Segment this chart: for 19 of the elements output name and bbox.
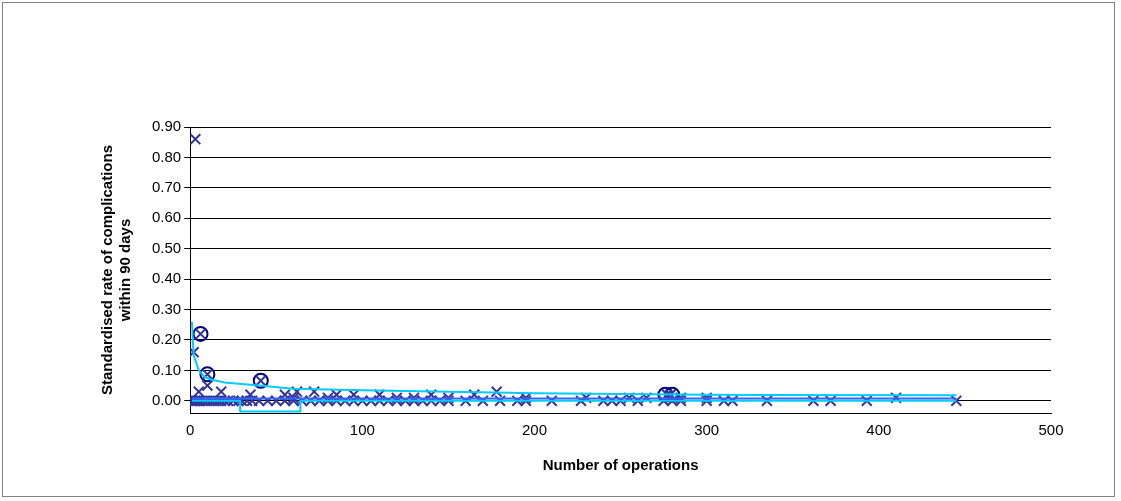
x-tick-label: 500 xyxy=(1038,421,1064,439)
y-tick-label: 0.40 xyxy=(151,269,182,287)
x-tick-label: 0 xyxy=(186,421,195,439)
y-axis-title: Standardised rate of complications within 90 days xyxy=(98,144,134,396)
x-tick-label: 100 xyxy=(349,421,375,439)
y-tick-label: 0.30 xyxy=(151,299,182,317)
y-tick-label: 0.10 xyxy=(151,360,182,378)
y-tick-label: 0.60 xyxy=(151,208,182,226)
x-tick-label: 200 xyxy=(522,421,548,439)
y-tick-label: 0.80 xyxy=(151,147,182,165)
y-tick-label: 0.90 xyxy=(151,117,182,135)
x-tick-label: 300 xyxy=(694,421,720,439)
y-tick-label: 0.20 xyxy=(151,330,182,348)
x-tick-label: 400 xyxy=(866,421,892,439)
point xyxy=(664,386,681,403)
y-tick-label: 0.50 xyxy=(151,238,182,256)
y-tick-label: 0.70 xyxy=(151,177,182,195)
y-tick-label: 0.00 xyxy=(151,390,182,408)
x-axis-title: Number of operations xyxy=(542,456,699,474)
